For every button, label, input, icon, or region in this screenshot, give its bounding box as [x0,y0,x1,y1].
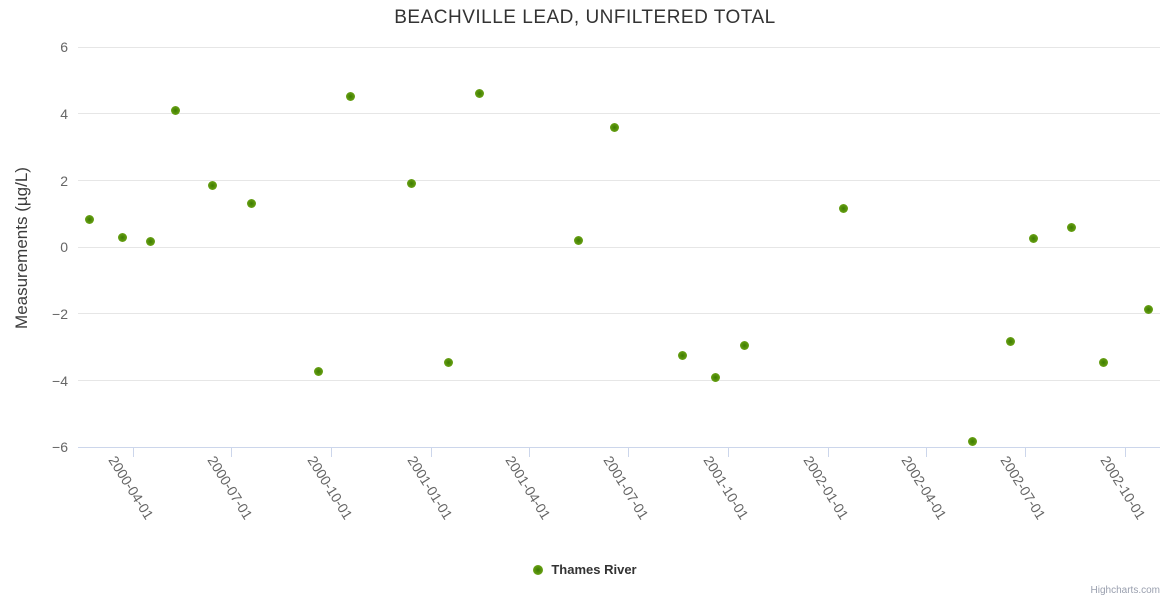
legend-marker-icon [533,564,544,575]
x-axis-tick-label: 2002-01-01 [800,453,853,523]
highcharts-credits-link[interactable]: Highcharts.com [1090,585,1160,596]
data-point[interactable] [710,373,720,383]
y-axis-tick-label: −6 [52,439,68,456]
y-gridline [78,246,1160,248]
data-point[interactable] [207,181,217,191]
x-axis-tick [231,447,233,458]
y-gridline [78,313,1160,315]
data-point[interactable] [246,198,256,208]
y-axis-tick-label: −4 [52,372,68,389]
x-axis-tick [431,447,433,458]
y-axis-tick-label: 2 [60,172,68,189]
x-axis-tick [627,447,629,458]
data-point[interactable] [406,179,416,189]
data-point[interactable] [145,236,155,246]
x-axis-tick [331,447,333,458]
data-point[interactable] [968,437,978,447]
x-axis-tick [132,447,134,458]
data-point[interactable] [170,106,180,116]
data-point[interactable] [117,233,127,243]
x-axis-tick-label: 2000-04-01 [105,453,157,523]
x-axis-tick [727,447,729,458]
y-gridline [78,380,1160,382]
data-point[interactable] [1029,233,1039,243]
y-gridline [78,180,1160,182]
y-axis-tick-label: 4 [60,105,68,122]
data-point[interactable] [1067,222,1077,232]
x-axis-tick-label: 2001-01-01 [404,453,456,523]
x-axis-tick-label: 2001-04-01 [502,453,554,523]
x-axis-tick-label: 2000-10-01 [304,453,356,523]
x-axis-tick [1024,447,1026,458]
data-point[interactable] [1098,358,1108,368]
x-axis-tick-label: 2002-07-01 [997,453,1049,523]
y-axis-tick-label: 0 [60,239,68,256]
x-axis-tick-label: 2001-07-01 [600,453,653,523]
data-point[interactable] [345,92,355,102]
x-axis-tick-label: 2000-07-01 [204,453,256,523]
chart-title: BEACHVILLE LEAD, UNFILTERED TOTAL [394,7,776,28]
y-axis-tick-label: −2 [52,305,68,322]
data-point[interactable] [1144,305,1154,315]
legend-series-label: Thames River [551,562,637,577]
data-point[interactable] [85,215,95,225]
data-point[interactable] [609,122,619,132]
data-point[interactable] [573,236,583,246]
y-gridline [78,113,1160,115]
data-point[interactable] [475,89,485,99]
data-point[interactable] [678,350,688,360]
x-axis-tick [827,447,829,458]
data-point[interactable] [839,203,849,213]
data-point[interactable] [1006,336,1016,346]
x-axis-tick [925,447,927,458]
data-point[interactable] [314,367,324,377]
x-axis-tick-label: 2002-10-01 [1097,453,1149,523]
x-axis-tick [529,447,531,458]
data-point[interactable] [740,341,750,351]
x-axis-line [78,446,1160,448]
data-point[interactable] [443,358,453,368]
x-axis-tick-label: 2001-10-01 [700,453,753,523]
legend-item-thames-river[interactable]: Thames River [0,562,1170,577]
x-axis-tick [1124,447,1126,458]
y-gridline [78,46,1160,48]
x-axis-tick-label: 2002-04-01 [898,453,951,523]
y-axis-tick-label: 6 [60,39,68,56]
